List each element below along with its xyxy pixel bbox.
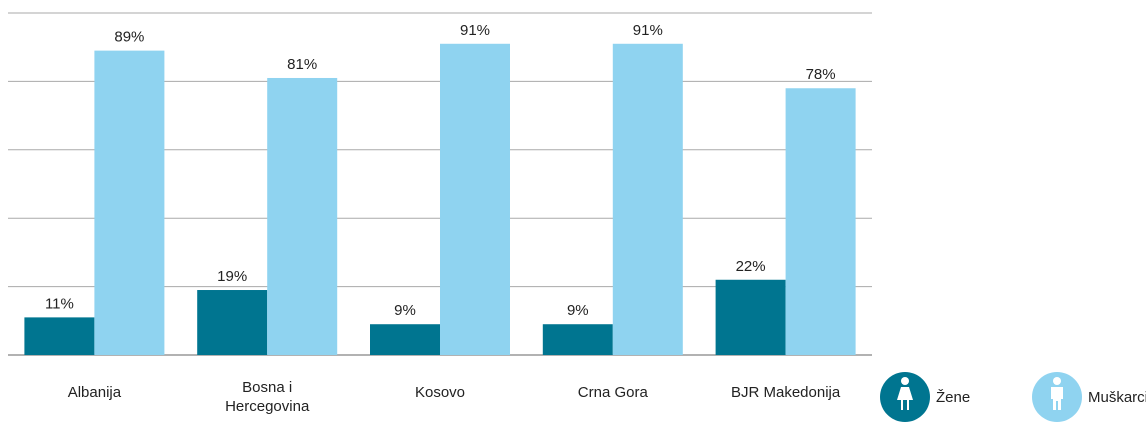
bar bbox=[612, 43, 683, 355]
value-label: 81% bbox=[287, 56, 317, 73]
bar bbox=[24, 317, 95, 355]
value-label: 89% bbox=[114, 29, 144, 46]
x-tick-label: Albanija bbox=[67, 384, 122, 401]
bar bbox=[197, 290, 268, 355]
value-label: 91% bbox=[633, 22, 663, 39]
bar bbox=[94, 50, 165, 356]
value-label: 19% bbox=[217, 268, 247, 285]
value-label: 11% bbox=[45, 295, 74, 312]
bar bbox=[715, 279, 786, 355]
x-tick-label: Kosovo bbox=[414, 384, 466, 401]
value-label: 78% bbox=[806, 66, 836, 83]
bar bbox=[785, 88, 856, 356]
value-label: 9% bbox=[567, 302, 589, 319]
x-tick-label: Bosna i Hercegovina bbox=[225, 379, 310, 415]
value-label: 91% bbox=[460, 22, 490, 39]
x-tick-label: BJR Makedonija bbox=[730, 384, 841, 401]
legend-label: Žene bbox=[936, 389, 970, 406]
legend-icon bbox=[880, 372, 1082, 422]
bar bbox=[542, 324, 613, 355]
legend-label: Muškarci bbox=[1088, 389, 1146, 406]
bar bbox=[370, 324, 440, 355]
value-label: 22% bbox=[736, 258, 766, 275]
value-label: 9% bbox=[394, 302, 416, 319]
x-tick-label: Crna Gora bbox=[577, 384, 648, 401]
bar bbox=[440, 43, 510, 355]
bar bbox=[267, 77, 338, 355]
